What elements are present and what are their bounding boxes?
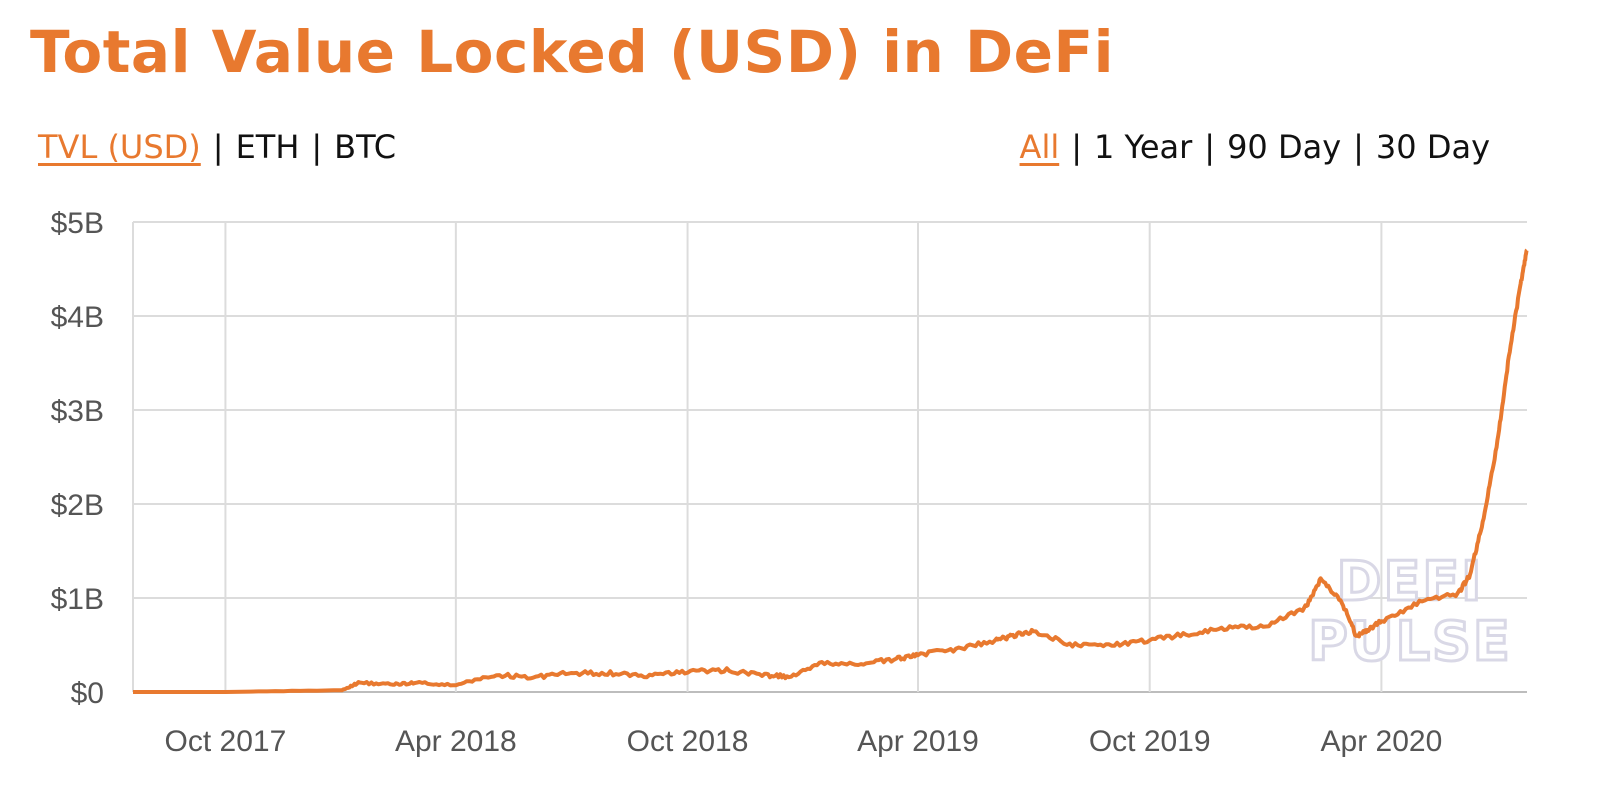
separator: | xyxy=(212,128,224,166)
y-tick-label: $2B xyxy=(51,489,104,522)
y-tick-label: $5B xyxy=(51,207,104,240)
y-tick-label: $3B xyxy=(51,395,104,428)
defi-pulse-watermark: DEFI PULSE xyxy=(1307,549,1512,675)
x-tick-label: Apr 2018 xyxy=(395,725,517,758)
separator: | xyxy=(311,128,323,166)
option-btc[interactable]: BTC xyxy=(334,128,397,166)
series-line-tvl xyxy=(133,248,1529,694)
watermark-line-2: PULSE xyxy=(1308,610,1512,673)
separator: | xyxy=(1071,128,1082,166)
x-tick-label: Oct 2017 xyxy=(165,725,287,758)
option-eth[interactable]: ETH xyxy=(235,128,300,166)
page-title: Total Value Locked (USD) in DeFi xyxy=(30,18,1115,86)
option-tvl-usd[interactable]: TVL (USD) xyxy=(38,128,201,166)
chart-axes: $0 $1B $2B $3B $4B $5B Oct 2017 Apr 2018 Oct 201… xyxy=(51,207,1443,758)
y-tick-label: $0 xyxy=(71,677,104,710)
range-90-day[interactable]: 90 Day xyxy=(1227,128,1342,166)
separator: | xyxy=(1353,128,1364,166)
y-tick-label: $4B xyxy=(51,301,104,334)
range-all[interactable]: All xyxy=(1019,128,1060,166)
separator: | xyxy=(1204,128,1216,166)
y-tick-label: $1B xyxy=(51,583,104,616)
watermark-line-1: DEFI xyxy=(1337,550,1484,613)
range-30-day[interactable]: 30 Day xyxy=(1375,128,1490,166)
x-tick-label: Apr 2019 xyxy=(857,725,979,758)
x-tick-label: Apr 2020 xyxy=(1321,725,1443,758)
chart-grid xyxy=(132,221,1527,693)
denomination-selector: TVL (USD) | ETH | BTC xyxy=(38,128,396,166)
x-tick-label: Oct 2019 xyxy=(1089,725,1211,758)
range-1-year[interactable]: 1 Year xyxy=(1094,128,1193,166)
x-tick-label: Oct 2018 xyxy=(627,725,749,758)
range-selector: All | 1 Year | 90 Day | 30 Day xyxy=(1020,128,1490,166)
